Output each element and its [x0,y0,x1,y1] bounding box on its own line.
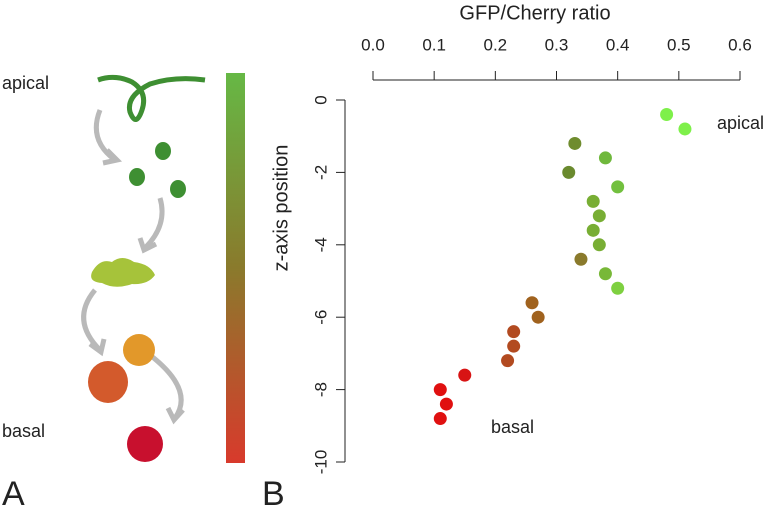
point [525,296,539,310]
point [598,151,612,165]
point [562,165,576,179]
point [574,252,588,266]
x-tick-label: 0.0 [361,35,385,54]
point [586,194,600,208]
panel-label: B [262,475,285,513]
point [592,238,606,252]
panel-label: A [2,475,25,513]
basal-label: basal [2,421,45,441]
apical-label: apical [2,73,49,93]
point [531,310,545,324]
point [598,267,612,281]
point [507,339,521,353]
x-axis-title: GFP/Cherry ratio [459,2,610,24]
point [611,281,625,295]
annotation: apical [717,113,764,133]
annotation: basal [491,417,534,437]
point [586,223,600,237]
y-tick-label: -10 [311,450,330,475]
y-tick-label: -2 [311,165,330,180]
x-tick-label: 0.3 [545,35,569,54]
point [439,397,453,411]
y-tick-label: -4 [311,237,330,252]
x-tick-label: 0.1 [422,35,446,54]
y-tick-label: -8 [311,382,330,397]
point [592,209,606,223]
color-bar [226,73,245,463]
x-tick-label: 0.4 [606,35,630,54]
y-axis-title: z-axis position [270,145,292,272]
point [433,383,447,397]
point [507,325,521,339]
y-tick-label: 0 [311,95,330,104]
x-tick-label: 0.2 [484,35,508,54]
cell-diagram [81,74,206,462]
y-tick-label: -6 [311,310,330,325]
point [660,107,674,121]
point [501,354,515,368]
point [458,368,472,382]
point [568,136,582,150]
point [611,180,625,194]
point [433,412,447,426]
x-tick-label: 0.6 [728,35,752,54]
x-tick-label: 0.5 [667,35,691,54]
point [678,122,692,136]
